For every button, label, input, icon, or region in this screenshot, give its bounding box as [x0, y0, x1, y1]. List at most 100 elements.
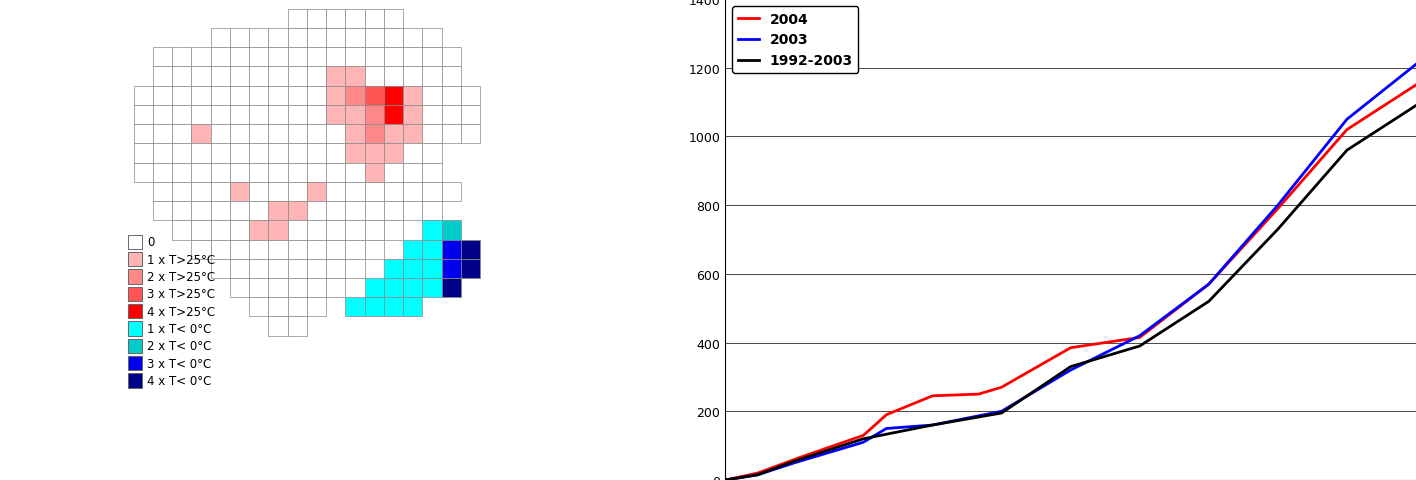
FancyBboxPatch shape	[346, 202, 364, 221]
Text: 4 x T< 0°C: 4 x T< 0°C	[147, 374, 211, 387]
FancyBboxPatch shape	[173, 182, 191, 202]
FancyBboxPatch shape	[442, 221, 460, 240]
FancyBboxPatch shape	[153, 144, 173, 163]
FancyBboxPatch shape	[127, 252, 143, 267]
FancyBboxPatch shape	[211, 106, 229, 125]
FancyBboxPatch shape	[307, 278, 326, 298]
FancyBboxPatch shape	[191, 86, 211, 106]
FancyBboxPatch shape	[346, 144, 364, 163]
FancyBboxPatch shape	[422, 67, 442, 86]
FancyBboxPatch shape	[211, 144, 229, 163]
FancyBboxPatch shape	[442, 125, 460, 144]
FancyBboxPatch shape	[442, 106, 460, 125]
FancyBboxPatch shape	[364, 221, 384, 240]
FancyBboxPatch shape	[404, 106, 422, 125]
FancyBboxPatch shape	[326, 221, 346, 240]
FancyBboxPatch shape	[307, 144, 326, 163]
FancyBboxPatch shape	[287, 298, 307, 317]
FancyBboxPatch shape	[211, 221, 229, 240]
Text: 2 x T>25°C: 2 x T>25°C	[147, 270, 215, 284]
FancyBboxPatch shape	[422, 144, 442, 163]
FancyBboxPatch shape	[422, 259, 442, 278]
FancyBboxPatch shape	[173, 48, 191, 67]
FancyBboxPatch shape	[422, 240, 442, 259]
FancyBboxPatch shape	[211, 202, 229, 221]
FancyBboxPatch shape	[229, 106, 249, 125]
FancyBboxPatch shape	[307, 48, 326, 67]
FancyBboxPatch shape	[287, 221, 307, 240]
FancyBboxPatch shape	[229, 125, 249, 144]
FancyBboxPatch shape	[326, 144, 346, 163]
2004	[1154, 317, 1171, 323]
FancyBboxPatch shape	[211, 67, 229, 86]
FancyBboxPatch shape	[269, 163, 287, 182]
1992-2003	[1408, 103, 1416, 109]
FancyBboxPatch shape	[127, 270, 143, 284]
FancyBboxPatch shape	[307, 125, 326, 144]
FancyBboxPatch shape	[442, 182, 460, 202]
FancyBboxPatch shape	[384, 202, 404, 221]
2004	[1054, 350, 1070, 356]
FancyBboxPatch shape	[307, 182, 326, 202]
FancyBboxPatch shape	[269, 240, 287, 259]
Line: 2004: 2004	[725, 86, 1416, 480]
FancyBboxPatch shape	[191, 240, 211, 259]
2003	[1136, 330, 1153, 336]
FancyBboxPatch shape	[346, 298, 364, 317]
FancyBboxPatch shape	[191, 202, 211, 221]
FancyBboxPatch shape	[153, 106, 173, 125]
FancyBboxPatch shape	[173, 106, 191, 125]
FancyBboxPatch shape	[404, 86, 422, 106]
FancyBboxPatch shape	[422, 278, 442, 298]
FancyBboxPatch shape	[249, 182, 269, 202]
FancyBboxPatch shape	[133, 125, 153, 144]
FancyBboxPatch shape	[364, 125, 384, 144]
FancyBboxPatch shape	[133, 86, 153, 106]
FancyBboxPatch shape	[384, 163, 404, 182]
FancyBboxPatch shape	[346, 86, 364, 106]
2003	[1408, 62, 1416, 68]
2004	[961, 392, 978, 397]
FancyBboxPatch shape	[173, 221, 191, 240]
FancyBboxPatch shape	[127, 235, 143, 250]
FancyBboxPatch shape	[460, 125, 480, 144]
FancyBboxPatch shape	[346, 10, 364, 29]
FancyBboxPatch shape	[364, 240, 384, 259]
FancyBboxPatch shape	[422, 48, 442, 67]
FancyBboxPatch shape	[384, 86, 404, 106]
FancyBboxPatch shape	[384, 259, 404, 278]
FancyBboxPatch shape	[153, 163, 173, 182]
FancyBboxPatch shape	[133, 163, 153, 182]
FancyBboxPatch shape	[249, 163, 269, 182]
FancyBboxPatch shape	[307, 202, 326, 221]
FancyBboxPatch shape	[307, 240, 326, 259]
FancyBboxPatch shape	[127, 356, 143, 371]
FancyBboxPatch shape	[384, 125, 404, 144]
FancyBboxPatch shape	[384, 29, 404, 48]
FancyBboxPatch shape	[191, 221, 211, 240]
FancyBboxPatch shape	[269, 125, 287, 144]
Text: 0: 0	[147, 236, 154, 249]
FancyBboxPatch shape	[211, 182, 229, 202]
FancyBboxPatch shape	[153, 182, 173, 202]
FancyBboxPatch shape	[287, 182, 307, 202]
FancyBboxPatch shape	[384, 10, 404, 29]
FancyBboxPatch shape	[287, 278, 307, 298]
FancyBboxPatch shape	[287, 317, 307, 336]
FancyBboxPatch shape	[249, 278, 269, 298]
FancyBboxPatch shape	[133, 106, 153, 125]
1992-2003	[1201, 299, 1218, 305]
FancyBboxPatch shape	[269, 259, 287, 278]
FancyBboxPatch shape	[173, 67, 191, 86]
FancyBboxPatch shape	[442, 86, 460, 106]
FancyBboxPatch shape	[173, 125, 191, 144]
FancyBboxPatch shape	[364, 182, 384, 202]
FancyBboxPatch shape	[249, 67, 269, 86]
Text: 3 x T< 0°C: 3 x T< 0°C	[147, 357, 211, 370]
FancyBboxPatch shape	[249, 125, 269, 144]
FancyBboxPatch shape	[191, 182, 211, 202]
Line: 1992-2003: 1992-2003	[725, 106, 1416, 480]
FancyBboxPatch shape	[269, 278, 287, 298]
FancyBboxPatch shape	[249, 221, 269, 240]
FancyBboxPatch shape	[229, 48, 249, 67]
